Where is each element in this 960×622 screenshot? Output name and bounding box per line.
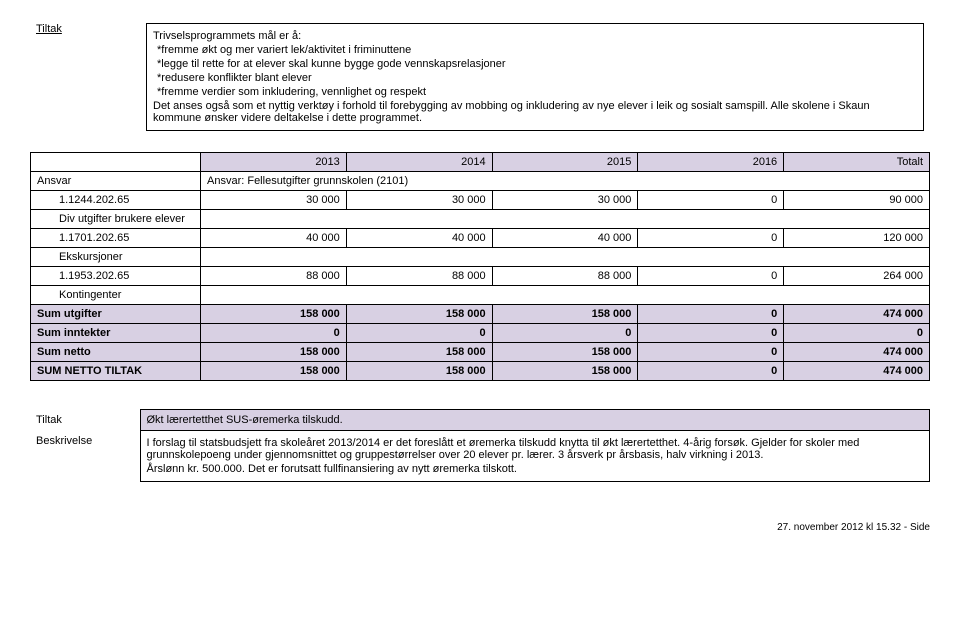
year-total: Totalt	[784, 153, 930, 172]
s2-tiltak-label: Tiltak	[30, 410, 140, 431]
year-2013: 2013	[201, 153, 347, 172]
sum-row: Sum inntekter 0 0 0 0 0	[31, 324, 930, 343]
top-section: Tiltak Trivselsprogrammets mål er å: *fr…	[30, 20, 930, 134]
sum-val: 158 000	[201, 343, 347, 362]
line-val: 120 000	[784, 229, 930, 248]
goal-para: Det anses også som et nyttig verktøy i f…	[153, 100, 917, 124]
sum-label: Sum netto	[31, 343, 201, 362]
sum-val: 0	[638, 362, 784, 381]
line-desc-blank	[201, 210, 930, 229]
ansvar-label: Ansvar	[31, 172, 201, 191]
sum-row: Sum netto 158 000 158 000 158 000 0 474 …	[31, 343, 930, 362]
ansvar-row: Ansvar Ansvar: Fellesutgifter grunnskole…	[31, 172, 930, 191]
sum-val: 0	[201, 324, 347, 343]
line-val: 0	[638, 229, 784, 248]
sum-val: 158 000	[346, 343, 492, 362]
goal-bullet-1: *legge til rette for at elever skal kunn…	[153, 58, 917, 70]
sum-row: SUM NETTO TILTAK 158 000 158 000 158 000…	[31, 362, 930, 381]
sum-val: 158 000	[492, 362, 638, 381]
year-header-blank	[31, 153, 201, 172]
tiltak-label-text: Tiltak	[36, 23, 62, 35]
sum-val: 158 000	[201, 305, 347, 324]
line-val: 40 000	[492, 229, 638, 248]
line-code: 1.1244.202.65	[31, 191, 201, 210]
sum-val: 0	[638, 343, 784, 362]
sum-val: 158 000	[346, 305, 492, 324]
goal-intro: Trivselsprogrammets mål er å:	[153, 30, 917, 42]
year-2014: 2014	[346, 153, 492, 172]
goal-box-cell: Trivselsprogrammets mål er å: *fremme øk…	[140, 20, 930, 134]
ansvar-text: Ansvar: Fellesutgifter grunnskolen (2101…	[201, 172, 930, 191]
goal-bullet-3: *fremme verdier som inkludering, vennlig…	[153, 86, 917, 98]
line-desc: Div utgifter brukere elever	[31, 210, 201, 229]
s2-beskrivelse-p2: Årslønn kr. 500.000. Det er forutsatt fu…	[147, 463, 924, 475]
line-row: 1.1244.202.65 30 000 30 000 30 000 0 90 …	[31, 191, 930, 210]
sum-val: 0	[346, 324, 492, 343]
line-row: 1.1953.202.65 88 000 88 000 88 000 0 264…	[31, 267, 930, 286]
line-val: 0	[638, 267, 784, 286]
s2-beskrivelse-label: Beskrivelse	[30, 431, 140, 482]
goal-box: Trivselsprogrammets mål er å: *fremme øk…	[146, 23, 924, 131]
line-code: 1.1701.202.65	[31, 229, 201, 248]
line-desc-row: Div utgifter brukere elever	[31, 210, 930, 229]
line-code: 1.1953.202.65	[31, 267, 201, 286]
sum-val: 0	[638, 305, 784, 324]
sum-label: Sum utgifter	[31, 305, 201, 324]
sum-val: 158 000	[492, 343, 638, 362]
sum-row: Sum utgifter 158 000 158 000 158 000 0 4…	[31, 305, 930, 324]
line-desc: Ekskursjoner	[31, 248, 201, 267]
line-val: 264 000	[784, 267, 930, 286]
goal-bullet-2: *redusere konflikter blant elever	[153, 72, 917, 84]
sum-val: 474 000	[784, 362, 930, 381]
goal-bullet-0: *fremme økt og mer variert lek/aktivitet…	[153, 44, 917, 56]
sum-label: Sum inntekter	[31, 324, 201, 343]
sum-val: 158 000	[346, 362, 492, 381]
sum-val: 0	[492, 324, 638, 343]
tiltak-label: Tiltak	[30, 20, 140, 134]
line-val: 30 000	[346, 191, 492, 210]
line-desc-blank	[201, 286, 930, 305]
line-val: 30 000	[201, 191, 347, 210]
line-desc-row: Ekskursjoner	[31, 248, 930, 267]
sum-val: 158 000	[492, 305, 638, 324]
line-row: 1.1701.202.65 40 000 40 000 40 000 0 120…	[31, 229, 930, 248]
sum-label: SUM NETTO TILTAK	[31, 362, 201, 381]
section2-table: Tiltak Økt lærertetthet SUS-øremerka til…	[30, 409, 930, 482]
sum-val: 158 000	[201, 362, 347, 381]
line-desc: Kontingenter	[31, 286, 201, 305]
line-val: 88 000	[201, 267, 347, 286]
line-val: 0	[638, 191, 784, 210]
sum-val: 474 000	[784, 305, 930, 324]
line-val: 88 000	[346, 267, 492, 286]
year-2016: 2016	[638, 153, 784, 172]
line-val: 40 000	[201, 229, 347, 248]
sum-val: 0	[638, 324, 784, 343]
line-val: 30 000	[492, 191, 638, 210]
line-desc-row: Kontingenter	[31, 286, 930, 305]
line-val: 40 000	[346, 229, 492, 248]
page-footer: 27. november 2012 kl 15.32 - Side	[30, 522, 930, 533]
line-val: 88 000	[492, 267, 638, 286]
year-2015: 2015	[492, 153, 638, 172]
year-header-row: 2013 2014 2015 2016 Totalt	[31, 153, 930, 172]
sum-val: 474 000	[784, 343, 930, 362]
financial-table: 2013 2014 2015 2016 Totalt Ansvar Ansvar…	[30, 152, 930, 381]
line-val: 90 000	[784, 191, 930, 210]
s2-beskrivelse-box: I forslag til statsbudsjett fra skoleåre…	[140, 431, 930, 482]
s2-tiltak-text: Økt lærertetthet SUS-øremerka tilskudd.	[140, 410, 930, 431]
sum-val: 0	[784, 324, 930, 343]
line-desc-blank	[201, 248, 930, 267]
s2-beskrivelse-p1: I forslag til statsbudsjett fra skoleåre…	[147, 437, 924, 461]
